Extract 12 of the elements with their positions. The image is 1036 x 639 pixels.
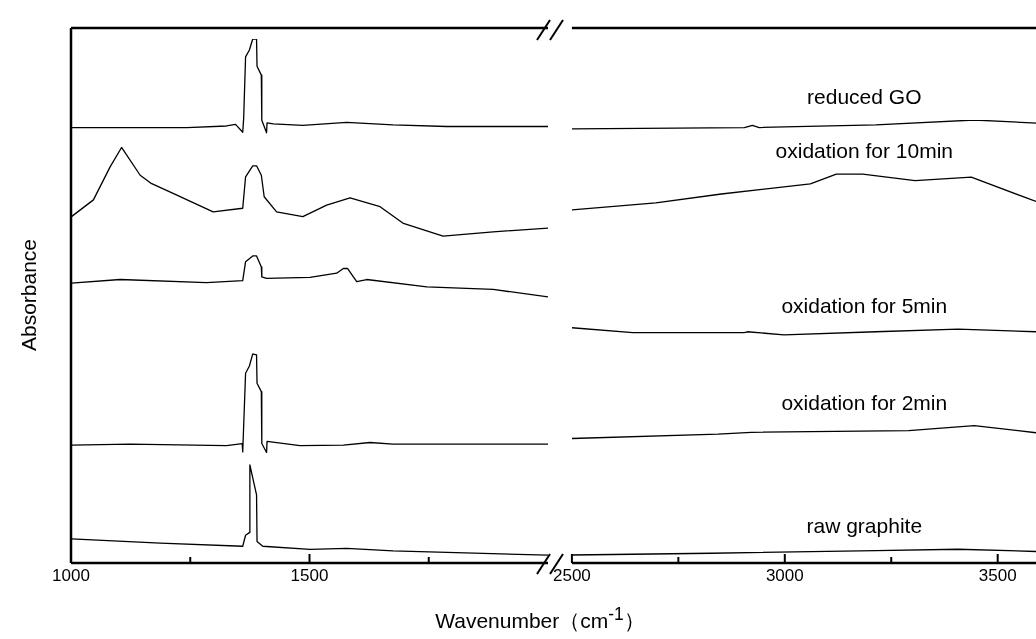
series-label: oxidation for 5min bbox=[781, 294, 948, 318]
series-label: raw graphite bbox=[806, 514, 923, 538]
series-label: oxidation for 2min bbox=[781, 390, 948, 414]
series-label: reduced GO bbox=[807, 85, 922, 108]
series-label: oxidation for 10min bbox=[775, 139, 954, 163]
x-axis-title: Wavenumber（cm$^{-1}$） bbox=[435, 604, 645, 634]
y-axis-title: Absorbance bbox=[17, 238, 41, 352]
x-tick-label: 3500 bbox=[978, 565, 1017, 585]
x-tick-label: 2500 bbox=[553, 565, 591, 585]
x-tick-label: 1500 bbox=[290, 565, 329, 585]
x-tick-label: 3000 bbox=[765, 565, 804, 585]
x-tick-label: 1000 bbox=[52, 565, 90, 585]
